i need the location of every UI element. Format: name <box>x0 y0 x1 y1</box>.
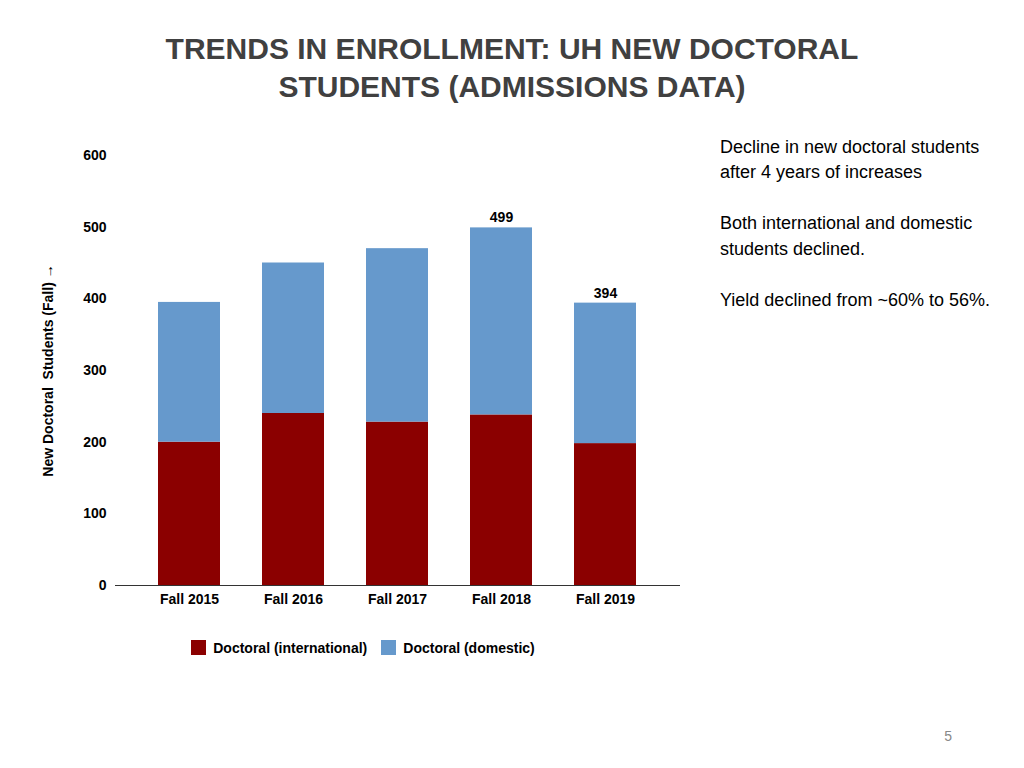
svg-text:200: 200 <box>83 434 107 450</box>
svg-text:100: 100 <box>83 505 107 521</box>
svg-text:600: 600 <box>83 147 107 163</box>
svg-text:300: 300 <box>83 362 107 378</box>
html-text:TRENDS IN ENROLLMENT: UH NEW D: TRENDS IN ENROLLMENT: UH NEW DOCTORAL ST… <box>165 32 859 103</box>
html-text:Doctoral (domestic): Doctoral (domestic) <box>403 639 535 656</box>
svg-text:Fall 2017: Fall 2017 <box>368 591 427 607</box>
svg-text:Fall 2019: Fall 2019 <box>576 591 635 607</box>
svg-text:499: 499 <box>490 209 514 225</box>
html-text:Decline in new doctoral studen: Decline in new doctoral students after 4… <box>720 137 980 183</box>
svg-text:0: 0 <box>99 577 107 593</box>
svg-text:500: 500 <box>83 219 107 235</box>
svg-text:Fall 2018: Fall 2018 <box>472 591 531 607</box>
html-text:Both international and domesti: Both international and domestic students… <box>720 213 973 259</box>
svg-text:New Doctoral Students (Fall): New Doctoral Students (Fall) → <box>40 264 56 476</box>
html-text:Yield declined from ~60% to 56: Yield declined from ~60% to 56%. <box>720 289 990 310</box>
svg-text:394: 394 <box>594 285 618 301</box>
svg-text:400: 400 <box>83 290 107 306</box>
svg-text:Fall 2016: Fall 2016 <box>264 591 323 607</box>
html-text:Doctoral (international): Doctoral (international) <box>213 639 368 656</box>
svg-text:Fall 2015: Fall 2015 <box>160 591 219 607</box>
html-text:5: 5 <box>944 728 952 744</box>
